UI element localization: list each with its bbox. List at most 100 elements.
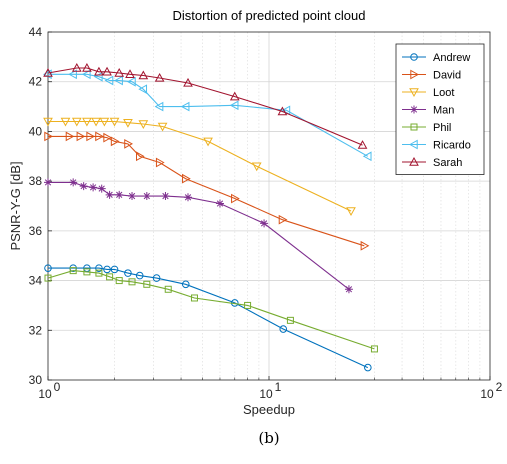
data-point-man	[128, 192, 137, 201]
legend-marker-sarah	[409, 156, 419, 166]
data-point-david	[124, 139, 133, 149]
data-point-andrew	[124, 269, 132, 277]
data-point-man	[161, 192, 170, 201]
data-point-david	[278, 214, 288, 225]
legend-marker-ricardo	[408, 139, 418, 150]
series-line-sarah	[47, 67, 363, 146]
data-point-david	[103, 132, 113, 143]
data-point-loot	[251, 162, 262, 172]
series-line-ricardo	[48, 73, 369, 157]
data-point-loot	[157, 122, 168, 132]
y-tick-label: 30	[29, 373, 43, 387]
data-point-sarah	[94, 66, 104, 76]
series-line-andrew	[48, 267, 369, 369]
y-tick-label: 36	[29, 224, 43, 238]
legend-item-man: Man	[402, 105, 454, 117]
data-point-andrew	[181, 280, 190, 289]
series-phil	[44, 267, 378, 353]
legend-item-andrew: Andrew	[402, 52, 470, 64]
legend-item-loot: Loot	[402, 87, 454, 99]
legend-label-andrew: Andrew	[433, 52, 470, 64]
legend-marker-phil	[410, 123, 418, 131]
data-point-andrew	[152, 274, 161, 282]
data-point-ricardo	[281, 105, 291, 116]
data-point-loot	[203, 137, 213, 147]
data-point-david	[44, 131, 54, 142]
data-point-phil	[190, 294, 198, 302]
data-point-ricardo	[114, 75, 123, 86]
y-tick-label: 38	[29, 174, 43, 188]
y-tick-label: 34	[29, 274, 43, 288]
data-point-david	[110, 136, 120, 147]
data-point-phil	[115, 277, 123, 285]
legend-label-david: David	[433, 70, 461, 82]
series-sarah	[43, 63, 368, 149]
data-point-man	[115, 190, 124, 199]
data-point-sarah	[357, 140, 368, 149]
series-david	[44, 131, 370, 251]
data-point-man	[44, 178, 52, 187]
data-point-david	[155, 157, 165, 168]
y-tick-label: 40	[29, 124, 43, 138]
data-point-sarah	[154, 72, 165, 82]
data-point-man	[105, 190, 114, 199]
x-tick-exponent: 2	[496, 380, 503, 394]
data-point-man	[344, 285, 353, 294]
y-tick-label: 44	[29, 25, 43, 39]
data-point-david	[95, 131, 104, 142]
data-point-andrew	[44, 264, 52, 272]
legend-label-ricardo: Ricardo	[433, 140, 471, 152]
data-point-phil	[106, 273, 114, 281]
data-point-phil	[244, 301, 252, 309]
legend-marker-loot	[409, 88, 419, 98]
data-point-sarah	[138, 70, 149, 80]
data-point-man	[183, 193, 192, 202]
data-point-sarah	[183, 77, 193, 87]
legend-item-sarah: Sarah	[402, 156, 462, 169]
data-point-man	[69, 178, 78, 187]
legend-item-david: David	[402, 70, 461, 82]
legend-label-loot: Loot	[433, 87, 454, 99]
legend-label-man: Man	[433, 105, 454, 117]
series-line-phil	[47, 270, 375, 350]
data-point-andrew	[364, 363, 372, 372]
chart-title: Distortion of predicted point cloud	[173, 8, 366, 23]
legend: Andrew David Loot Man Phil Ricardo Sarah	[395, 43, 485, 175]
data-point-david	[231, 193, 240, 204]
data-point-phil	[69, 267, 77, 275]
data-point-david	[182, 173, 191, 184]
data-point-ricardo	[81, 69, 91, 80]
data-point-sarah	[125, 69, 135, 78]
series-loot	[43, 117, 356, 217]
data-point-man	[142, 192, 151, 201]
series-andrew	[44, 264, 372, 372]
data-point-loot	[60, 117, 71, 127]
data-point-ricardo	[68, 69, 77, 80]
data-point-sarah	[114, 67, 125, 77]
x-tick-label: 10	[480, 387, 494, 401]
data-point-loot	[138, 120, 149, 130]
legend-label-phil: Phil	[433, 122, 451, 134]
data-point-loot	[109, 117, 120, 127]
data-point-ricardo	[180, 101, 190, 112]
data-point-david	[136, 151, 145, 162]
data-point-loot	[346, 207, 356, 217]
data-point-andrew	[103, 265, 111, 274]
data-point-phil	[286, 316, 294, 324]
data-point-ricardo	[154, 101, 164, 112]
data-point-ricardo	[138, 84, 148, 95]
series-ricardo	[42, 69, 372, 162]
data-point-sarah	[229, 91, 240, 101]
data-point-phil	[44, 274, 52, 282]
data-point-ricardo	[104, 75, 114, 86]
series-line-david	[48, 135, 365, 247]
legend-marker-man	[410, 105, 418, 114]
y-axis-label: PSNR-Y-G [dB]	[8, 161, 23, 250]
data-point-loot	[123, 119, 133, 128]
data-point-phil	[143, 280, 151, 288]
data-point-sarah	[277, 106, 288, 116]
series-man	[44, 178, 353, 294]
data-point-ricardo	[362, 151, 372, 162]
x-tick-label: 10	[38, 387, 52, 401]
